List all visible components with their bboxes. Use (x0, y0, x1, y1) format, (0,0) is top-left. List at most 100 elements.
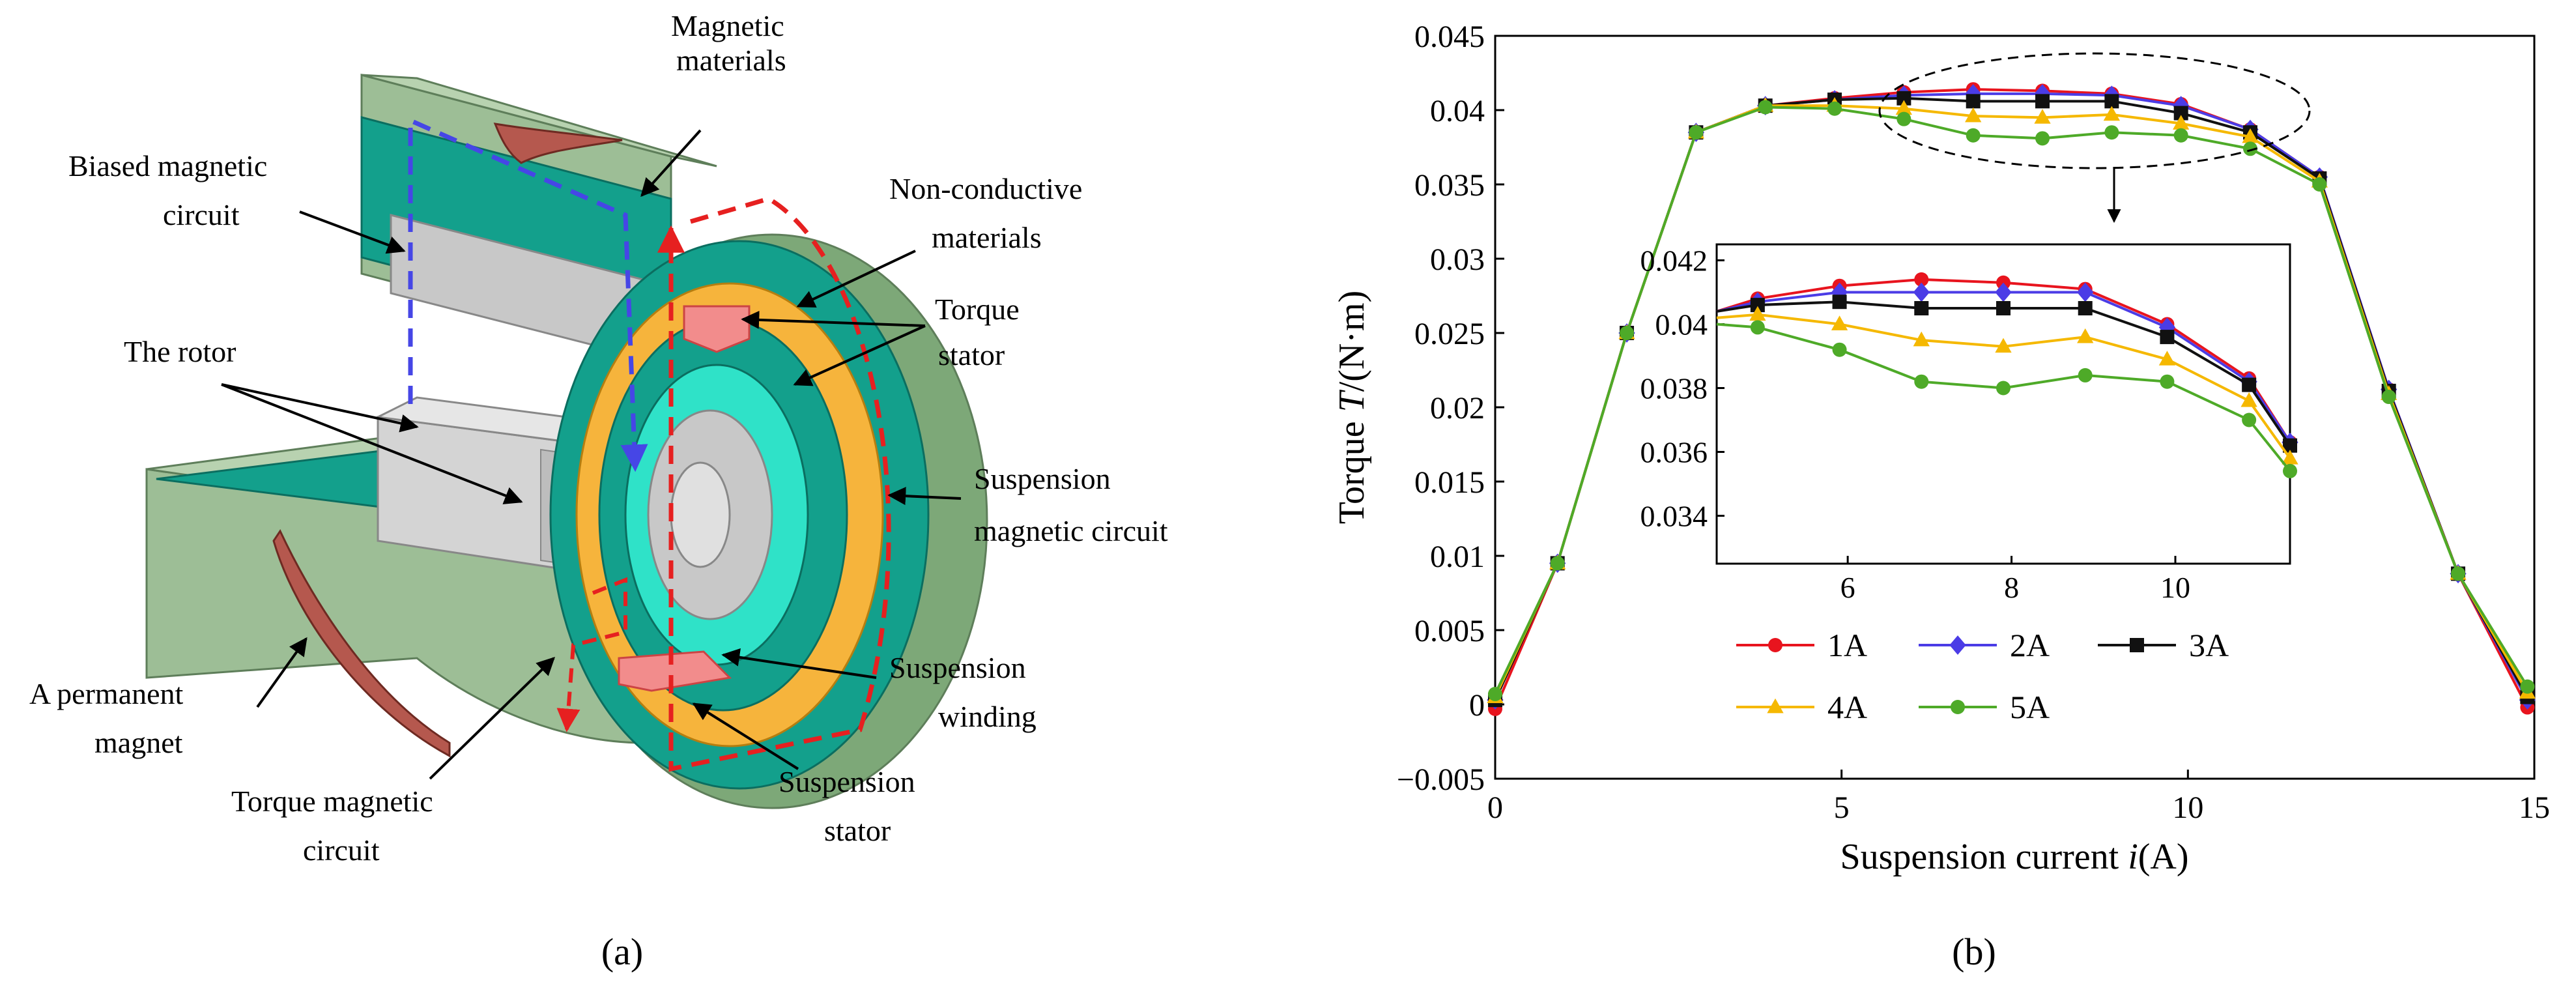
point-4A (2034, 109, 2051, 124)
legend-marker (1768, 638, 1782, 652)
permanent-magnet-side (272, 528, 451, 758)
arrow-torque-stator-2 (793, 325, 926, 386)
inset-series-3A (1716, 295, 2297, 453)
highlight-ellipse (1878, 52, 2311, 169)
point-5A (2520, 679, 2535, 694)
x-axis-label: Suspension current i(A) (1840, 837, 2188, 877)
label-biased-2: circuit (163, 198, 240, 231)
inset-y-tick-label: 0.042 (1640, 244, 1708, 278)
legend-marker (1767, 698, 1784, 714)
y-axis-label-prefix: Torque (1332, 412, 1372, 524)
suspension-magnetic-circuit-path (657, 196, 891, 772)
x-tick-label: 15 (2519, 790, 2550, 825)
inset-point-3A (1996, 301, 2011, 315)
inset-point-5A (2283, 463, 2297, 478)
inset-point-5A (1996, 381, 2011, 396)
point-5A (1966, 128, 1981, 143)
y-tick-label: 0.025 (1414, 317, 1485, 351)
point-3A (2035, 94, 2050, 109)
y-axis-ticks: −0.005 0 0.005 0.01 0.015 0.02 0.025 0.03 0.035 0… (1397, 20, 1504, 797)
stator-end-face (549, 233, 988, 809)
inset-y-tick-label: 0.036 (1640, 436, 1708, 469)
arrow-torque-circuit (429, 657, 556, 780)
biased-magnetic-circuit-path (408, 117, 648, 472)
y-axis-label: Torque T/(N·m) (1332, 291, 1372, 524)
label-suspension-stator-2: stator (824, 814, 891, 847)
x-tick-label: 5 (1834, 790, 1850, 825)
point-4A (2242, 128, 2259, 143)
inset-point-5A (1914, 374, 1929, 389)
chart-legend: 1A 2A 3A 4A 5A (1736, 627, 2229, 725)
permanent-magnet-top (493, 123, 623, 164)
legend-item-3A: 3A (2098, 627, 2229, 663)
inset-point-2A (1913, 282, 1930, 302)
arrow-suspension-circuit (887, 487, 962, 506)
point-5A (2173, 128, 2188, 143)
arrow-magnetic-materials (640, 129, 702, 197)
legend-label: 3A (2189, 627, 2229, 663)
y-tick-label: −0.005 (1397, 762, 1485, 797)
label-magnetic-materials-2: materials (676, 44, 786, 77)
legend-item-4A: 4A (1736, 689, 1867, 725)
label-suspension-winding-1: Suspension (889, 651, 1026, 684)
label-nonconductive-1: Non-conductive (889, 172, 1082, 205)
inset-point-3A (2078, 301, 2093, 315)
y-axis-label-var: T (1332, 389, 1372, 412)
label-torque-stator-2: stator (938, 338, 1005, 371)
point-5A (2035, 131, 2050, 146)
legend-item-1A: 1A (1736, 627, 1867, 663)
inset-point-2A (2158, 317, 2176, 338)
inset-y-tick-label: 0.034 (1640, 500, 1708, 533)
point-5A (1689, 125, 1704, 140)
legend-label: 2A (2010, 627, 2050, 663)
point-3A (1896, 91, 1911, 106)
point-5A (1758, 100, 1773, 115)
inset-x-tick-label: 10 (2160, 571, 2190, 604)
point-4A (1895, 100, 1913, 115)
point-5A (2451, 566, 2466, 581)
x-axis-label-var: i (2128, 837, 2138, 877)
suspension-winding-shape (618, 650, 732, 692)
legend-marker (1951, 700, 1965, 714)
torque-winding (683, 305, 751, 353)
inset-point-4A (2282, 450, 2298, 465)
label-nonconductive-2: materials (932, 221, 1042, 254)
point-5A (1488, 687, 1502, 702)
inset-series-5A (1716, 320, 2297, 478)
x-axis-label-prefix: Suspension current (1840, 837, 2128, 877)
label-torque-circuit-2: circuit (303, 833, 380, 867)
point-3A (2104, 94, 2119, 109)
label-suspension-winding-2: winding (938, 700, 1037, 733)
inset-point-4A (2240, 392, 2257, 407)
point-4A (2173, 115, 2190, 130)
inset-point-3A (2283, 438, 2297, 453)
arrow-suspension-stator (692, 702, 799, 770)
inset-point-2A (1995, 282, 2012, 302)
legend-label: 1A (1827, 627, 1867, 663)
legend-marker (1949, 635, 1966, 655)
inset-point-4A (1995, 338, 2012, 353)
inset-point-5A (2242, 412, 2257, 427)
x-tick-label: 0 (1487, 790, 1503, 825)
inset-series-4A (1716, 306, 2298, 465)
y-tick-label: 0.035 (1414, 168, 1485, 203)
inset-series-group (1716, 272, 2298, 478)
arrow-permanent-magnet (256, 637, 308, 708)
legend-label: 5A (2010, 689, 2050, 725)
inset-point-4A (2158, 351, 2176, 366)
arrow-rotor-2 (221, 383, 523, 504)
point-4A (2103, 106, 2121, 121)
point-5A (2381, 390, 2396, 405)
inset-point-3A (1750, 298, 1765, 313)
inset-point-4A (2077, 328, 2094, 343)
label-torque-stator-1: Torque (935, 293, 1020, 326)
point-5A (1550, 556, 1565, 571)
legend-marker (2130, 638, 2144, 652)
inset-y-ticks: 0.034 0.036 0.038 0.04 0.042 (1640, 244, 1724, 533)
inset-point-4A (1831, 315, 1848, 330)
point-5A (1896, 111, 1911, 126)
y-tick-label: 0.04 (1430, 94, 1485, 128)
inset-y-tick-label: 0.038 (1640, 372, 1708, 405)
label-magnetic-materials-1: Magnetic (671, 9, 784, 42)
